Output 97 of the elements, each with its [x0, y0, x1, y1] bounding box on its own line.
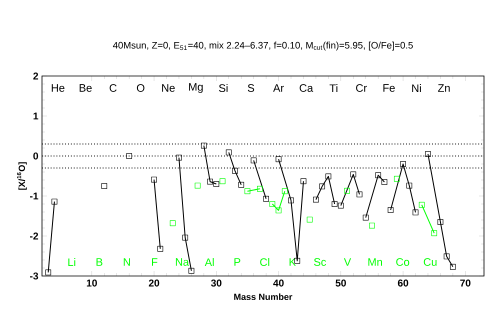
- point: [444, 254, 450, 260]
- point: [381, 179, 388, 185]
- annotation: Na: [176, 258, 190, 266]
- annotation: V: [344, 258, 352, 266]
- annotation: F: [152, 258, 158, 266]
- annotation: Ti: [330, 84, 338, 92]
- annotation: Ar: [273, 84, 284, 92]
- point: [425, 151, 431, 157]
- annotation: Sc: [314, 258, 326, 266]
- x-tick-label: 20: [148, 280, 160, 287]
- y-tick-label: -2: [30, 232, 38, 240]
- point: [325, 174, 332, 180]
- point: [306, 216, 313, 222]
- y-tick-label: 0: [33, 152, 38, 160]
- annotation: He: [52, 84, 64, 92]
- annotation: Be: [80, 84, 92, 92]
- point: [418, 202, 425, 208]
- point: [332, 201, 338, 207]
- point: [300, 178, 306, 184]
- annotation: Co: [396, 258, 410, 266]
- annotation: Cr: [356, 84, 367, 92]
- annotation: Zn: [438, 84, 450, 92]
- annotation: N: [124, 258, 130, 266]
- x-axis-title: Mass Number: [234, 293, 292, 300]
- annotation: P: [234, 258, 240, 266]
- point: [256, 186, 263, 192]
- point: [170, 220, 176, 226]
- point: [276, 208, 282, 214]
- point: [101, 183, 108, 189]
- y-tick-label: -3: [30, 272, 38, 280]
- point: [207, 178, 213, 185]
- annotation: K: [290, 258, 296, 266]
- point: [45, 270, 52, 276]
- point: [238, 182, 244, 188]
- point: [250, 158, 257, 164]
- annotation: Fe: [383, 84, 395, 92]
- x-tick-label: 40: [273, 280, 284, 287]
- annotation: Ca: [300, 84, 314, 92]
- point: [263, 196, 270, 202]
- point: [431, 230, 438, 236]
- annotation: Cu: [424, 258, 437, 266]
- annotation: C: [110, 84, 117, 92]
- point: [288, 198, 294, 204]
- y-tick-label: -1: [30, 192, 38, 200]
- point: [350, 172, 356, 178]
- x-tick-label: 50: [336, 280, 346, 287]
- point: [126, 153, 132, 159]
- point: [188, 268, 194, 274]
- annotation: B: [96, 258, 102, 266]
- point: [220, 178, 226, 184]
- point: [344, 188, 350, 194]
- point: [276, 156, 282, 162]
- chart-title: 40Msun, Z=0, E$_{51}$=40, mix 2.24–6.37, f=0.10, M$_{cut}$(fin)=5.95, [O/Fe]=0.5: [112, 42, 413, 51]
- point: [244, 188, 250, 194]
- point: [200, 142, 207, 149]
- point: [151, 176, 157, 183]
- point: [157, 246, 164, 252]
- annotation: Cl: [260, 258, 270, 266]
- x-tick-label: 10: [86, 280, 97, 287]
- point: [319, 184, 326, 190]
- point: [412, 210, 418, 216]
- point: [182, 234, 188, 240]
- point: [226, 150, 232, 156]
- point: [394, 176, 400, 182]
- x-tick-label: 70: [460, 280, 470, 287]
- annotation: Ne: [162, 84, 175, 92]
- point: [450, 264, 456, 270]
- point: [338, 202, 344, 208]
- y-tick-label: 2: [33, 72, 38, 80]
- point: [313, 196, 319, 202]
- point: [282, 188, 288, 194]
- point: [375, 172, 382, 178]
- annotation: O: [136, 84, 144, 92]
- annotation: Mg: [189, 83, 203, 93]
- point: [232, 168, 238, 174]
- annotation: Li: [68, 258, 76, 266]
- x-tick-label: 60: [398, 280, 408, 287]
- point: [269, 201, 276, 207]
- x-tick-label: 30: [211, 280, 222, 287]
- y-axis-title: [X/$^{16}$O]: [16, 162, 27, 190]
- annotation: Si: [219, 84, 228, 92]
- point: [362, 214, 369, 220]
- point: [213, 181, 220, 187]
- point: [400, 161, 406, 167]
- point: [388, 207, 394, 213]
- point: [369, 222, 375, 228]
- annotation: S: [248, 84, 254, 92]
- point: [438, 219, 444, 225]
- annotation: Ni: [412, 84, 421, 92]
- point: [194, 182, 201, 189]
- annotation: Mn: [368, 258, 382, 266]
- annotation: Al: [204, 258, 214, 266]
- point: [356, 192, 362, 198]
- point: [176, 154, 182, 161]
- y-tick-label: 1: [34, 112, 38, 120]
- point: [52, 198, 58, 204]
- point: [406, 182, 412, 189]
